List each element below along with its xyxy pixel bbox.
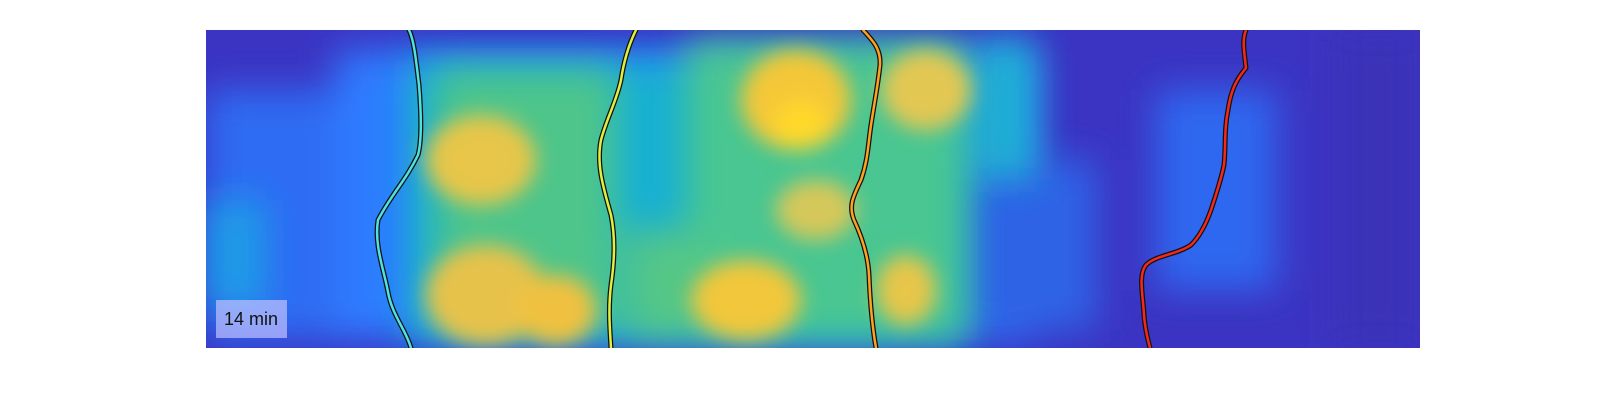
time-label: 14 min [216,300,288,338]
hot-layer [426,50,971,345]
tracks-layer [374,30,1249,348]
yellow-track [598,30,638,348]
heatmap-panel: 14 min [206,30,1420,348]
heatmap-image [206,30,1420,348]
orange-track [850,30,882,348]
red-track [1140,30,1248,348]
cyan-track [375,30,422,348]
